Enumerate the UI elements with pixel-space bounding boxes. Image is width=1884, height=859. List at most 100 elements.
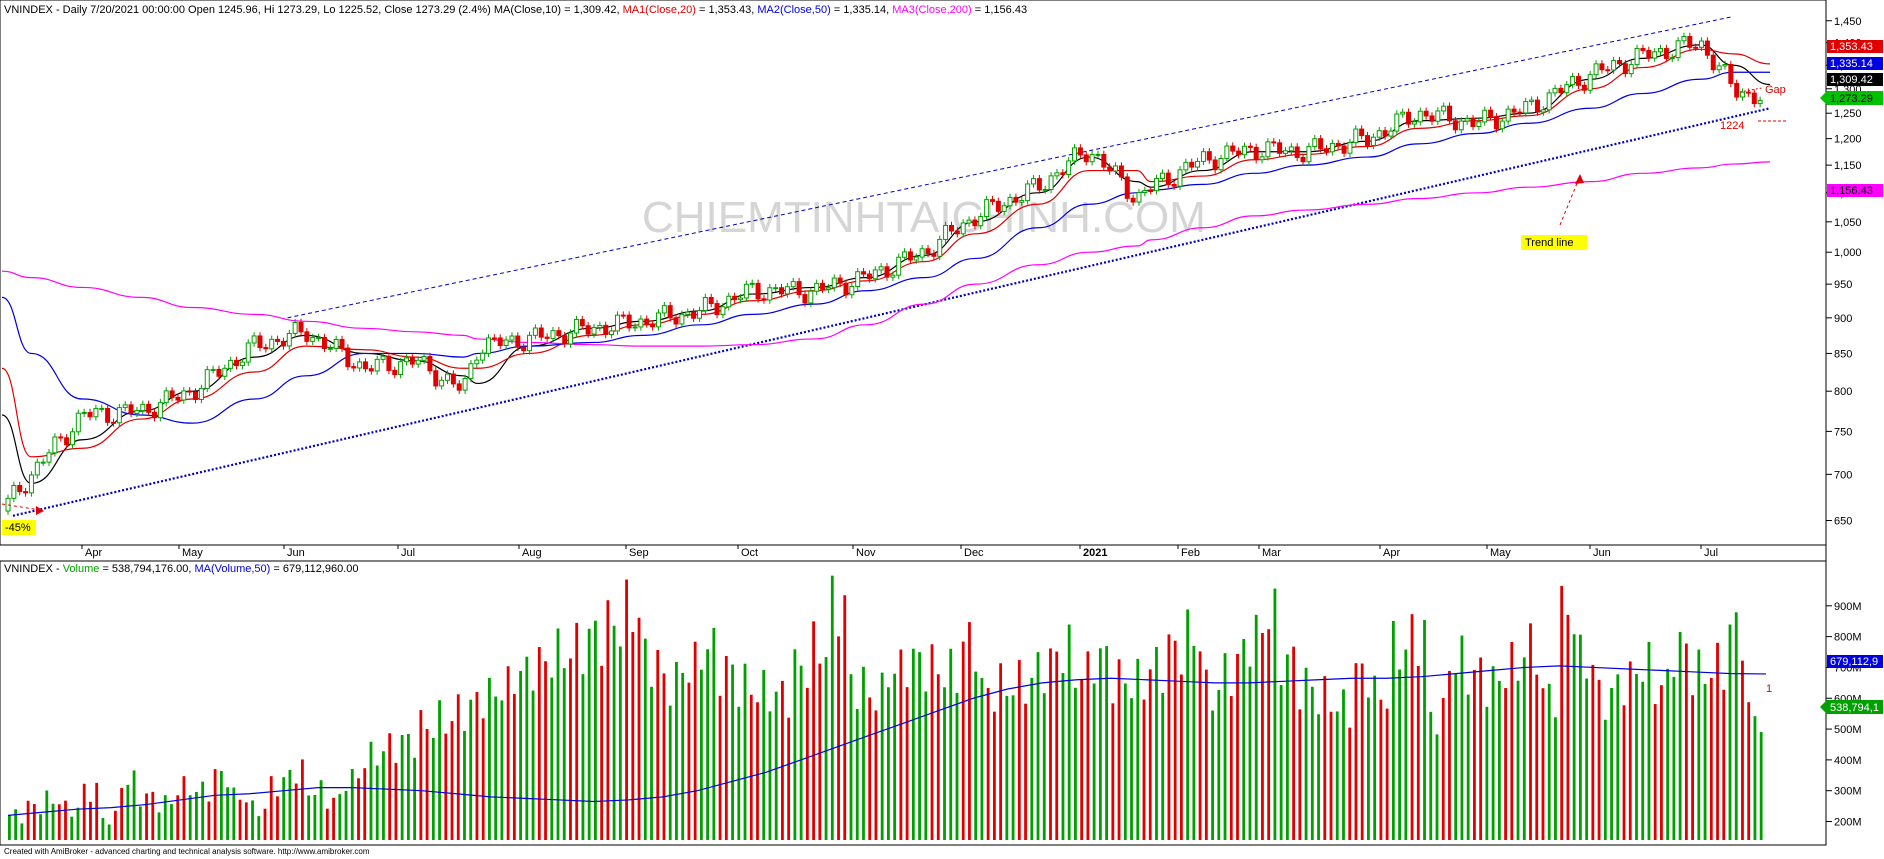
volume-bar — [1697, 649, 1701, 840]
ma10-line — [1, 44, 1771, 484]
volume-bar — [1460, 635, 1464, 840]
candle-body — [937, 238, 943, 257]
candle-body — [1095, 153, 1101, 156]
volume-bar — [1709, 677, 1713, 840]
candle-body — [99, 407, 105, 410]
badge-ma200: 1,156.43 — [1830, 185, 1873, 197]
volume-bar — [107, 824, 111, 840]
volume-bar — [718, 695, 722, 840]
support-trend-line[interactable] — [12, 107, 1771, 517]
watermark: CHIEMTINHTAICHINH.COM — [642, 193, 1206, 242]
volume-bar — [1236, 653, 1239, 840]
volume-bar — [774, 691, 778, 840]
volume-bar — [1055, 651, 1059, 840]
volume-bar — [1298, 709, 1302, 840]
volume-bar — [1603, 719, 1607, 840]
candle-body — [890, 274, 896, 278]
candle-body — [1353, 128, 1359, 144]
candle-body — [1552, 87, 1558, 94]
candle-body — [439, 379, 445, 387]
volume-bar — [899, 649, 903, 840]
candle-body — [292, 321, 298, 334]
volume-bar — [219, 770, 223, 840]
volume-bar — [101, 817, 105, 840]
candle-body — [280, 340, 286, 347]
volume-bar — [955, 693, 959, 840]
volume-bar — [874, 710, 878, 840]
volume-bar — [182, 776, 186, 840]
volume-bar — [176, 795, 180, 840]
volume-bar — [1610, 687, 1613, 840]
pct-label-bg — [2, 520, 36, 535]
volume-bar — [631, 632, 635, 840]
candle-body — [907, 251, 913, 261]
volume-bar — [307, 795, 311, 840]
candle-body — [573, 319, 579, 334]
volume-bar — [26, 800, 30, 840]
volume-bar — [999, 663, 1003, 840]
candle-body — [1704, 40, 1710, 56]
candle-body — [1423, 110, 1429, 117]
volume-header-mavol-val: = 679,112,960.00 — [270, 563, 358, 575]
candle-body — [503, 339, 509, 347]
volume-bar — [512, 693, 516, 840]
volume-bar — [207, 801, 211, 840]
candle-body — [837, 277, 843, 284]
candle-body — [1406, 111, 1412, 125]
candle-body — [198, 387, 204, 400]
candle-body — [866, 273, 872, 280]
volume-bar — [575, 622, 579, 840]
candle-body — [1728, 64, 1734, 84]
volume-bar — [1684, 643, 1688, 840]
volume-bar — [743, 663, 747, 840]
volume-bar — [475, 691, 479, 840]
candle-body — [1107, 166, 1113, 172]
volume-bar — [594, 620, 597, 840]
price-header-symbol: VNINDEX — [4, 4, 54, 16]
volume-bar — [525, 656, 529, 840]
price-tick-label: 1,200 — [1834, 134, 1862, 146]
candle-body — [251, 335, 257, 344]
candle-body — [620, 314, 626, 317]
volume-bar — [949, 648, 953, 840]
candle-body — [1417, 110, 1423, 123]
volume-bar — [1223, 653, 1227, 840]
candle-body — [696, 309, 702, 319]
candle-body — [761, 298, 767, 301]
volume-bar — [911, 648, 915, 840]
price-pane[interactable] — [0, 0, 1827, 546]
candle-body — [1007, 196, 1013, 207]
candle-body — [480, 352, 486, 361]
candle-body — [87, 411, 93, 418]
price-tick-label: 1,250 — [1834, 108, 1862, 120]
candle-body — [960, 222, 966, 235]
volume-bar — [1348, 727, 1352, 840]
trend-line-label: Trend line — [1525, 237, 1574, 249]
candle-body — [122, 404, 128, 409]
volume-header: VNINDEX - Volume = 538,794,176.00, MA(Vo… — [4, 563, 359, 575]
badge-ma50: 1,335.14 — [1830, 58, 1873, 70]
volume-bar — [662, 673, 666, 840]
volume-bar — [369, 741, 373, 840]
volume-tick-label: 200M — [1834, 817, 1862, 829]
volume-bar — [843, 595, 847, 840]
volume-bar — [1142, 699, 1146, 840]
candle-body — [1236, 150, 1242, 156]
volume-bar — [288, 769, 292, 840]
date-tick-label: Oct — [741, 547, 758, 559]
volume-bar — [1591, 664, 1595, 840]
volume-bar — [837, 636, 840, 840]
candle-body — [1282, 150, 1288, 154]
candle-body — [486, 337, 492, 354]
trend-lines[interactable] — [12, 15, 1771, 517]
price-tick-label: 1,000 — [1834, 247, 1862, 259]
volume-bar — [1360, 663, 1364, 840]
channel-top-trend-line[interactable] — [287, 15, 1734, 319]
volume-bar — [1229, 696, 1233, 840]
volume-bar — [14, 809, 18, 840]
candle-body — [966, 219, 972, 224]
candle-body — [1429, 115, 1435, 122]
candle-body — [1001, 205, 1007, 212]
price-header-ma10: MA(Close,10) = 1,309.42, — [494, 4, 623, 16]
candle-body — [1745, 91, 1751, 94]
